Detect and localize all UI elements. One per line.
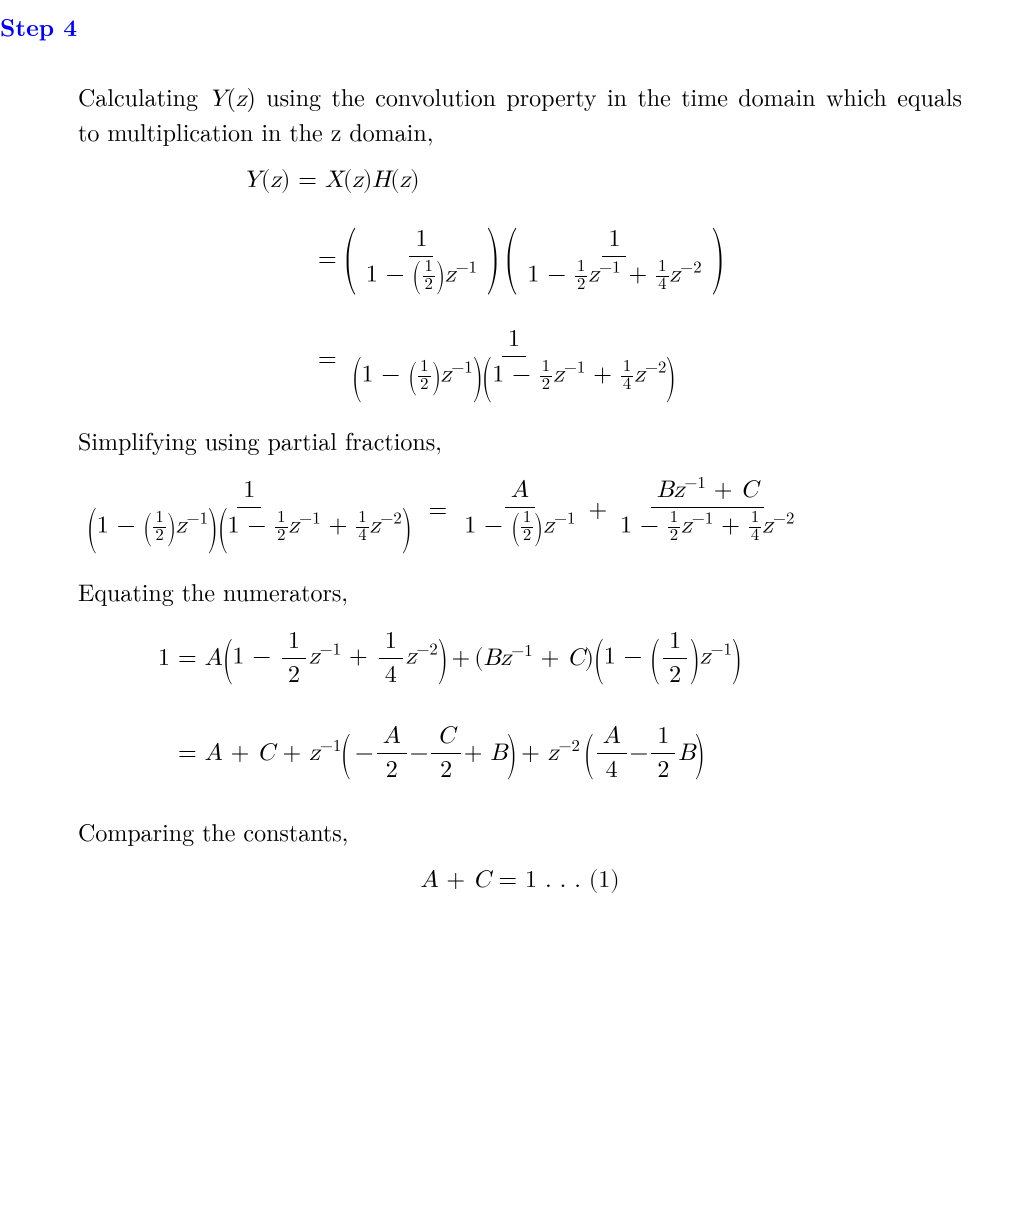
equation-partial-fractions: 1 (1 − (12)z−1)(1 − 12z−1 + 14z−2) = A 1…: [78, 474, 1002, 547]
equation-yz-definition: Y(z) = X(z)H(z): [78, 166, 962, 195]
equation-constants: A + C = 1 . . . (1): [78, 866, 962, 895]
step-heading: Step 4: [0, 10, 962, 44]
equation-product-form: = ( 1 1 − (12)z−1 ) ( 1 1 − 12z−1 + 14z−…: [78, 223, 962, 296]
equation-numerators-line2: = A + C + z−1 ( − A2 − C2 + B ) + z−2 ( …: [78, 720, 962, 787]
intro-paragraph: Calculating Y(z) using the convolution p…: [78, 80, 962, 148]
comparing-paragraph: Comparing the constants,: [78, 815, 962, 847]
equating-paragraph: Equating the numerators,: [78, 575, 962, 607]
equation-combined-fraction: = 1 (1 − (12)z−1)(1 − 12z−1 + 14z−2): [78, 323, 962, 396]
simplify-paragraph: Simplifying using partial fractions,: [78, 424, 962, 456]
equation-numerators-line1: 1 = A ( 1 − 12z−1 + 14z−2 ) + (Bz−1 + C)…: [78, 625, 962, 692]
